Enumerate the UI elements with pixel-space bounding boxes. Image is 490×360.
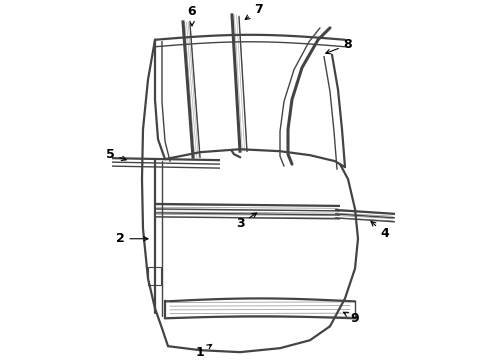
Text: 7: 7	[245, 4, 262, 19]
Text: 8: 8	[326, 38, 352, 54]
Text: 6: 6	[188, 5, 196, 26]
Text: 5: 5	[106, 148, 126, 161]
Text: 1: 1	[196, 345, 212, 359]
Text: 2: 2	[116, 232, 148, 245]
Text: 4: 4	[371, 221, 390, 240]
Bar	[148, 267, 161, 284]
Text: 3: 3	[236, 213, 257, 230]
Text: 9: 9	[343, 312, 359, 325]
